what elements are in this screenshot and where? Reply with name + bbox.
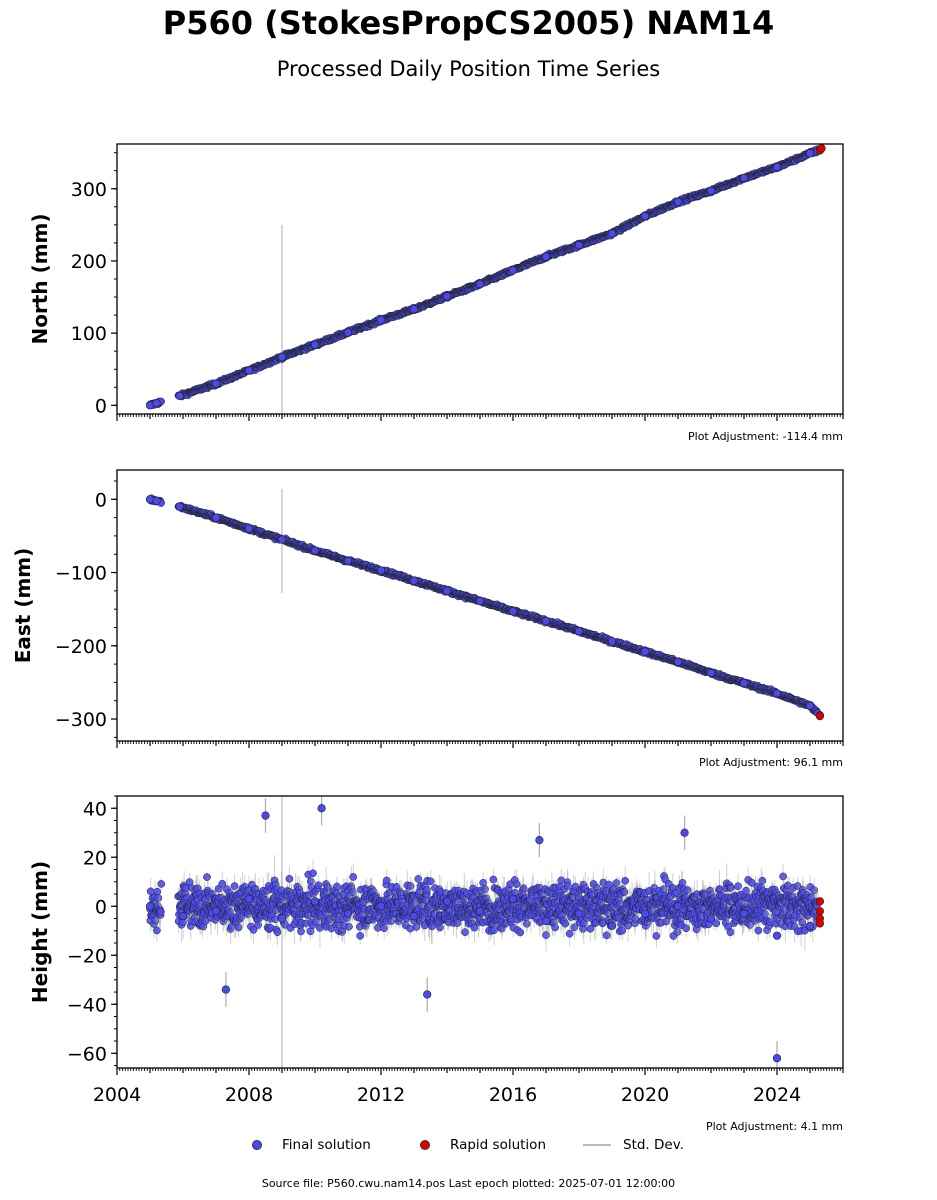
final-solution-point (211, 379, 221, 388)
final-solution-point (273, 928, 282, 937)
y-tick-label: 200 (71, 251, 107, 273)
final-solution-point (244, 366, 254, 375)
y-tick-label: 0 (95, 395, 107, 417)
final-solution-point (277, 352, 287, 362)
final-solution-point (277, 535, 287, 544)
final-solution-point (154, 894, 163, 902)
final-solution-point (475, 597, 485, 606)
final-solution-point (442, 586, 452, 595)
final-solution-point (382, 876, 391, 885)
final-solution-point (152, 399, 161, 408)
final-solution-point (343, 556, 353, 565)
final-solution-point (706, 186, 716, 196)
final-solution-point (244, 524, 254, 533)
final-solution-point (409, 305, 419, 314)
final-solution-point (376, 316, 386, 325)
final-solution-point (157, 907, 165, 916)
final-solution-point (409, 576, 419, 585)
final-solution-point (805, 149, 815, 158)
final-solution-point (157, 880, 166, 888)
y-tick-label: −200 (55, 636, 107, 658)
final-solution-point (461, 928, 469, 936)
final-solution-point (175, 391, 184, 401)
final-solution-point (211, 513, 221, 522)
final-solution-point (640, 212, 650, 221)
final-solution-point (175, 502, 184, 511)
final-solution-point (356, 931, 365, 940)
final-solution-point (479, 878, 488, 887)
chart-subtitle: Processed Daily Position Time Series (276, 57, 661, 81)
plot-frame (116, 469, 844, 742)
final-solution-point (508, 607, 518, 616)
final-solution-point (574, 627, 584, 636)
rapid-solution-point (817, 144, 826, 153)
plot-adjustment-note: Plot Adjustment: -114.4 mm (688, 430, 843, 443)
final-solution-point (541, 252, 551, 261)
final-solution-point (324, 883, 332, 891)
final-solution-point (739, 679, 749, 688)
final-solution-point (706, 668, 716, 677)
final-solution-point (475, 279, 485, 289)
final-solution-point (426, 877, 435, 886)
final-solution-point (508, 266, 518, 275)
y-axis-label: North (mm) (28, 213, 52, 344)
final-solution-point (442, 292, 452, 301)
final-solution-point (152, 496, 161, 505)
y-axis-label: East (mm) (11, 548, 35, 664)
final-solution-point (349, 873, 358, 881)
final-solution-point (489, 875, 498, 884)
final-solution-point (805, 701, 815, 710)
plot-adjustment-note: Plot Adjustment: 96.1 mm (699, 756, 843, 769)
y-tick-label: 0 (95, 489, 107, 511)
y-tick-label: 100 (71, 323, 107, 345)
final-solution-point (541, 616, 551, 625)
final-solution-point (772, 689, 782, 698)
final-solution-point (673, 197, 683, 206)
final-solution-point (739, 173, 749, 183)
final-solution-point (640, 647, 650, 656)
final-solution-point (309, 869, 317, 878)
final-solution-point (574, 240, 584, 250)
final-solution-point (376, 566, 386, 575)
final-solution-point (772, 163, 782, 172)
final-solution-point (145, 495, 155, 504)
y-tick-label: −300 (55, 709, 107, 731)
y-tick-label: −100 (55, 563, 107, 585)
final-solution-point (310, 340, 320, 349)
final-solution-point (314, 881, 323, 890)
final-solution-point (310, 546, 320, 555)
final-solution-point (673, 657, 683, 666)
final-solution-point (343, 328, 353, 337)
final-solution-point (203, 873, 211, 881)
final-solution-point (607, 637, 617, 646)
final-solution-point (345, 922, 353, 931)
final-solution-point (607, 229, 617, 238)
chart-title: P560 (StokesPropCS2005) NAM14 (162, 4, 775, 42)
final-solution-point (153, 887, 162, 896)
y-tick-label: 300 (71, 179, 107, 201)
rapid-solution-point (815, 711, 825, 721)
